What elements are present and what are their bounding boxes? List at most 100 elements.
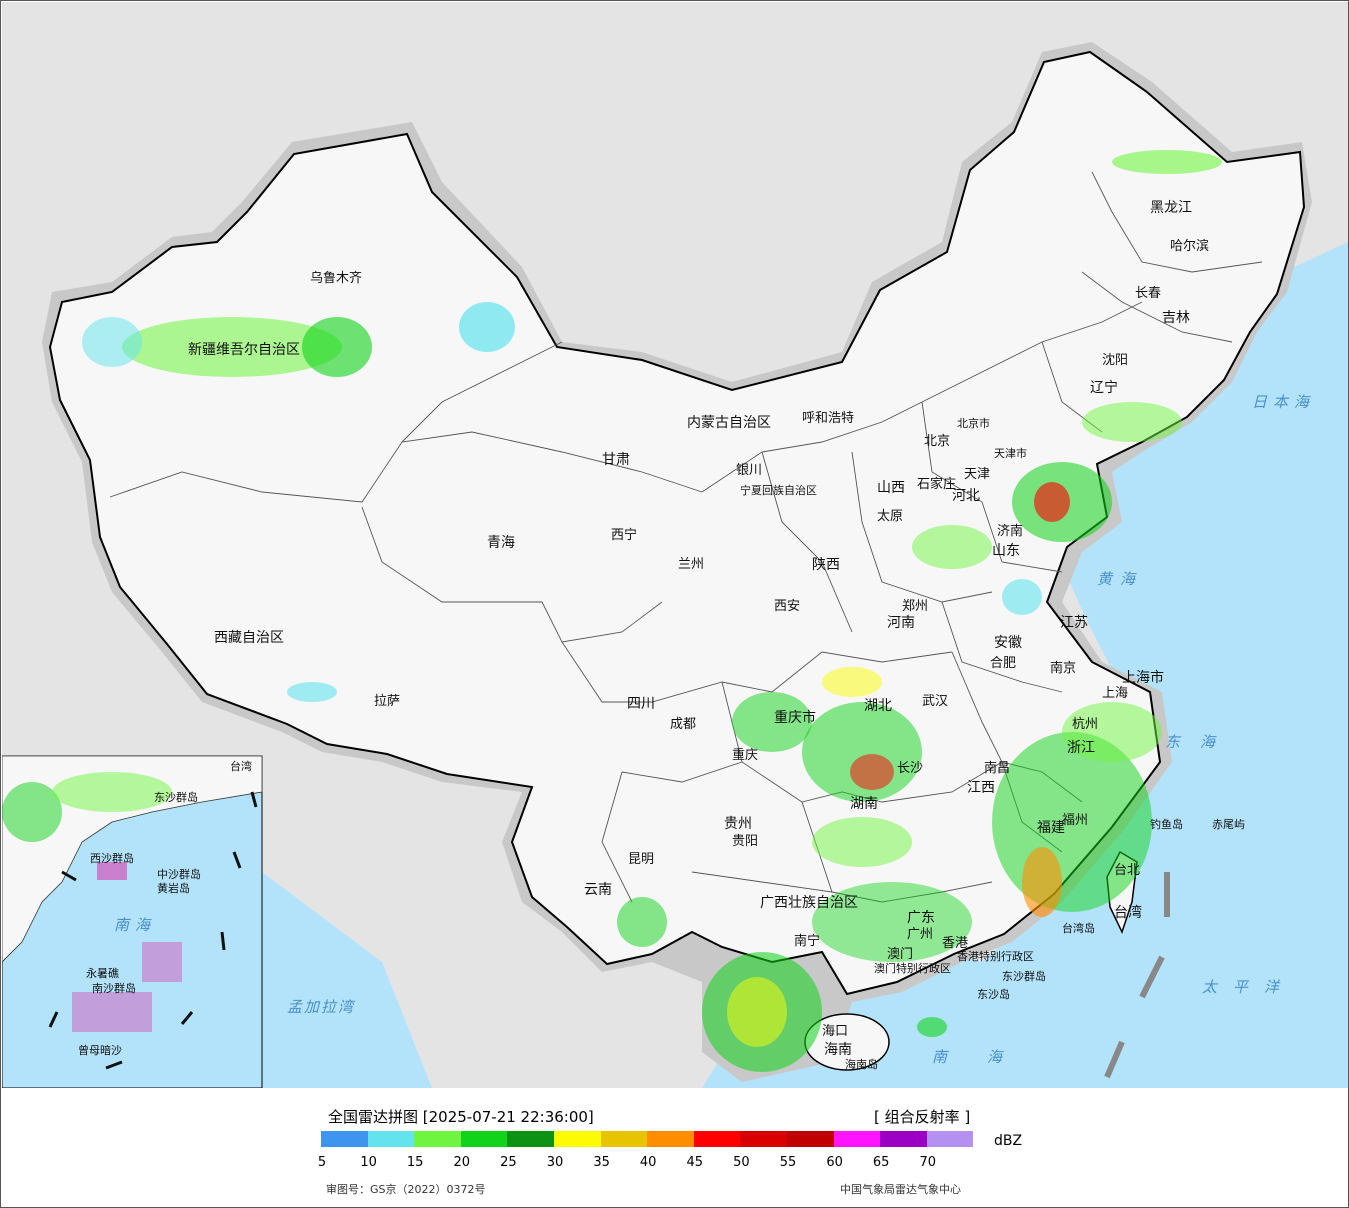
- label-jiangsu: 江苏: [1060, 615, 1088, 631]
- bay-of-bengal: [262, 872, 432, 1088]
- city-labels: 乌鲁木齐 哈尔滨 长春 沈阳 呼和浩特 北京 天津 石家庄 太原 济南 银川 西…: [310, 238, 1209, 1039]
- label-hebei: 河北: [952, 488, 980, 504]
- city-jinan: 济南: [997, 523, 1023, 539]
- label-jilin: 吉林: [1162, 310, 1190, 326]
- china-land: [48, 50, 1306, 996]
- product-name: [ 组合反射率 ]: [874, 1108, 971, 1126]
- scale-swatch-4: [507, 1131, 554, 1147]
- scale-tick-60: 60: [826, 1155, 843, 1170]
- label-xizang: 西藏自治区: [214, 630, 284, 646]
- data-source: 中国气象局雷达气象中心: [840, 1183, 961, 1196]
- scale-swatch-5: [553, 1131, 601, 1147]
- sea-east: 东海: [1165, 733, 1235, 751]
- city-guangzhou: 广州: [907, 927, 933, 942]
- label-anhui: 安徽: [994, 635, 1022, 651]
- unit-label: dBZ: [994, 1133, 1023, 1149]
- city-tianjin: 天津: [964, 467, 990, 482]
- city-changsha: 长沙: [897, 761, 923, 776]
- inset-yongshu: 永暑礁: [86, 966, 119, 980]
- label-hainan: 海南: [824, 1042, 852, 1058]
- scale-swatch-3: [460, 1131, 508, 1147]
- label-guangdong: 广东: [907, 910, 935, 926]
- scale-swatch-12: [880, 1131, 927, 1147]
- label-shanxi: 山西: [877, 480, 905, 496]
- scale-swatch-6: [600, 1131, 648, 1147]
- label-hubei: 湖北: [864, 698, 892, 714]
- city-hohhot: 呼和浩特: [802, 411, 854, 426]
- scale-tick-30: 30: [546, 1155, 564, 1170]
- inset-islands: [72, 862, 182, 1032]
- city-beijing: 北京: [924, 434, 950, 449]
- city-macao: 澳门: [887, 946, 913, 962]
- city-chengdu: 成都: [670, 717, 696, 732]
- scale-tick-5: 5: [317, 1155, 327, 1170]
- inset-labels: 南海 中沙群岛 黄岩岛 西沙群岛 南沙群岛 永暑礁 曾母暗沙 东沙群岛 台湾: [78, 759, 252, 1057]
- scale-tick-35: 35: [593, 1155, 610, 1170]
- radar-echoes: [82, 150, 1222, 1072]
- city-hefei: 合肥: [990, 656, 1016, 671]
- city-haikou: 海口: [822, 1024, 848, 1039]
- island-diaoyu: 钓鱼岛: [1150, 817, 1183, 831]
- scale-swatch-11: [833, 1131, 881, 1147]
- scale-tick-25: 25: [500, 1155, 517, 1170]
- legend-panel: 全国雷达拼图 [2025-07-21 22:36:00] [ 组合反射率 ] d…: [2, 1089, 1348, 1207]
- label-tianjin-shi: 天津市: [994, 446, 1027, 460]
- island-dongsha: 东沙岛: [977, 987, 1010, 1001]
- inset-south-sea: 南海: [114, 916, 156, 934]
- label-guizhou: 贵州: [724, 816, 752, 832]
- city-lhasa: 拉萨: [374, 694, 400, 709]
- city-lanzhou: 兰州: [678, 557, 704, 572]
- city-fuzhou: 福州: [1062, 813, 1088, 828]
- sea-yellow: 黄海: [1097, 570, 1143, 588]
- label-xinjiang: 新疆维吾尔自治区: [188, 342, 300, 358]
- label-gansu: 甘肃: [602, 452, 630, 468]
- scale-tick-55: 55: [779, 1155, 797, 1170]
- city-wuhan: 武汉: [922, 694, 948, 709]
- city-nanning: 南宁: [794, 933, 820, 949]
- inset-xisha: 西沙群岛: [90, 851, 134, 865]
- sea-south: 南海: [932, 1048, 1042, 1066]
- label-henan: 河南: [887, 615, 915, 631]
- city-changchun: 长春: [1135, 286, 1161, 301]
- label-fujian: 福建: [1037, 820, 1065, 836]
- inset-zhongsha: 中沙群岛: [157, 867, 201, 881]
- inset-dongsha: 东沙群岛: [154, 790, 198, 804]
- scale-tick-70: 70: [919, 1155, 937, 1170]
- city-harbin: 哈尔滨: [1170, 238, 1209, 254]
- label-beijing-shi: 北京市: [957, 416, 990, 430]
- island-dongsha-group: 东沙群岛: [1002, 969, 1046, 983]
- sea-pacific: 太平洋: [1202, 978, 1295, 996]
- scale-swatch-1: [367, 1131, 415, 1147]
- scale-swatch-9: [740, 1131, 787, 1147]
- sea-area: [702, 242, 1348, 1088]
- scale-swatch-8: [693, 1131, 741, 1147]
- scale-tick-45: 45: [686, 1155, 704, 1170]
- inset-land: [2, 755, 263, 963]
- inset-nansha: 南沙群岛: [92, 981, 136, 995]
- city-guiyang: 贵阳: [732, 834, 758, 849]
- scale-tick-40: 40: [639, 1155, 657, 1170]
- label-liaoning: 辽宁: [1090, 379, 1118, 396]
- city-kunming: 昆明: [628, 852, 654, 867]
- scale-swatch-10: [786, 1131, 834, 1147]
- label-yunnan: 云南: [584, 882, 612, 898]
- city-yinchuan: 银川: [736, 463, 762, 478]
- label-jiangxi: 江西: [967, 780, 995, 796]
- city-urumqi: 乌鲁木齐: [310, 270, 362, 286]
- city-taipei: 台北: [1114, 863, 1140, 878]
- island-taiwan: 台湾岛: [1062, 921, 1095, 935]
- city-hangzhou: 杭州: [1072, 717, 1098, 732]
- label-sichuan: 四川: [627, 696, 655, 712]
- scale-swatch-2: [414, 1131, 461, 1147]
- city-taiyuan: 太原: [877, 509, 903, 524]
- sea-japan: 日本海: [1252, 393, 1315, 411]
- label-shaanxi: 陕西: [812, 557, 840, 573]
- map-canvas: 黑龙江 吉林 辽宁 内蒙古自治区 新疆维吾尔自治区 西藏自治区 青海 甘肃 宁夏…: [2, 42, 1348, 1088]
- label-heilongjiang: 黑龙江: [1150, 200, 1192, 216]
- label-taiwan: 台湾: [1114, 904, 1142, 921]
- scale-swatch-13: [926, 1131, 974, 1147]
- city-xining: 西宁: [611, 527, 637, 543]
- label-qinghai: 青海: [487, 535, 515, 551]
- radar-map[interactable]: 黑龙江 吉林 辽宁 内蒙古自治区 新疆维吾尔自治区 西藏自治区 青海 甘肃 宁夏…: [2, 2, 1348, 1088]
